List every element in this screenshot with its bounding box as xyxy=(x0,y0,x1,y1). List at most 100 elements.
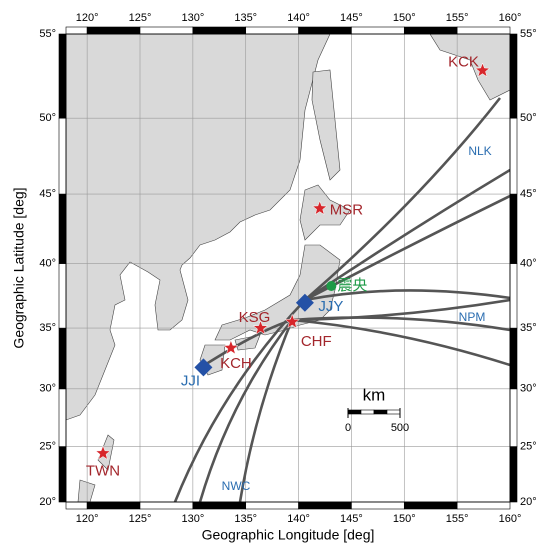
hokkaido xyxy=(299,184,351,241)
station-star xyxy=(311,200,328,216)
station-label: JJI xyxy=(181,372,200,389)
y-tick-label: 55° xyxy=(39,28,56,40)
y-tick-label: 40° xyxy=(39,257,56,269)
frame-bar xyxy=(139,26,194,35)
path-line xyxy=(238,319,294,503)
station-star xyxy=(284,313,301,329)
frame-bar xyxy=(192,501,247,510)
station-label: KCH xyxy=(220,355,252,372)
station-star xyxy=(223,339,239,355)
frame-bar xyxy=(509,193,518,264)
x-tick-label: 150° xyxy=(393,513,416,525)
path-line xyxy=(304,289,511,302)
station-label: TWN xyxy=(86,462,120,479)
frame-bar xyxy=(351,501,405,510)
station-diamond xyxy=(194,358,213,377)
path-line xyxy=(198,319,294,503)
y-tick-label: 20° xyxy=(39,496,56,508)
y-axis-label: Geographic Latitude [deg] xyxy=(11,187,27,348)
sakhalin xyxy=(311,69,341,181)
frame-bar xyxy=(86,26,141,35)
x-tick-label: 140° xyxy=(287,513,310,525)
frame-bar xyxy=(509,117,518,195)
transmitter-label: NLK xyxy=(468,144,491,158)
frame-bar xyxy=(509,446,518,503)
station-diamond xyxy=(295,293,314,312)
epicenter xyxy=(326,280,337,291)
scale-bar-segment xyxy=(373,409,388,415)
x-tick-label: 135° xyxy=(234,12,257,24)
frame-bar xyxy=(351,26,405,35)
x-tick-label: 150° xyxy=(393,12,416,24)
y-tick-label: 50° xyxy=(39,112,56,124)
frame-bar xyxy=(139,501,194,510)
frame-bar xyxy=(58,33,67,119)
x-tick-label: 135° xyxy=(234,513,257,525)
path-line xyxy=(173,299,306,503)
station-label: JJY xyxy=(318,298,343,315)
y-tick-label: 35° xyxy=(39,322,56,334)
y-tick-label: 35° xyxy=(520,322,537,334)
map-frame xyxy=(58,26,518,510)
x-tick-label: 125° xyxy=(129,12,152,24)
frame-bar xyxy=(58,263,67,329)
frame-bar xyxy=(456,501,511,510)
frame-bar xyxy=(86,501,141,510)
x-tick-label: 120° xyxy=(76,12,99,24)
x-tick-label: 130° xyxy=(181,12,204,24)
frame-bar xyxy=(192,26,247,35)
station-star xyxy=(252,319,269,335)
plot-border xyxy=(65,33,511,503)
scale-bar: 0 500 xyxy=(345,408,409,434)
scale-bar-segment xyxy=(360,409,375,415)
x-tick-label: 120° xyxy=(76,513,99,525)
frame-bar xyxy=(245,501,299,510)
y-tick-label: 40° xyxy=(520,257,537,269)
station-label: KSG xyxy=(239,309,271,326)
frame-bar xyxy=(58,193,67,264)
x-tick-label: 145° xyxy=(340,513,363,525)
transmitter-label: NWC xyxy=(222,479,251,493)
x-tick-label: 130° xyxy=(181,513,204,525)
path-line xyxy=(291,318,511,367)
stations: KCK MSR KSG KCH CHF TWN JJY JJI 震央 xyxy=(86,54,491,479)
frame-bar xyxy=(509,263,518,329)
y-tick-label: 55° xyxy=(520,28,537,40)
scale-bar-label: 0 xyxy=(345,422,351,434)
scale-bar-label: 500 xyxy=(391,422,409,434)
y-tick-label: 45° xyxy=(39,188,56,200)
frame-bar xyxy=(58,388,67,447)
path-line xyxy=(291,298,511,322)
frame-bar xyxy=(403,501,458,510)
y-tick-label: 25° xyxy=(520,440,537,452)
frame-bar xyxy=(509,33,518,119)
frame-bar xyxy=(298,501,352,510)
y-tick-label: 45° xyxy=(520,188,537,200)
station-star xyxy=(474,62,491,78)
frame-bar xyxy=(58,446,67,503)
scale-bar-segment xyxy=(347,409,362,415)
station-star xyxy=(95,445,111,460)
y-tick-label: 50° xyxy=(520,112,537,124)
frame-bar xyxy=(58,327,67,390)
y-tick-label: 25° xyxy=(39,440,56,452)
frame-bar xyxy=(65,501,88,510)
mainland-asia xyxy=(65,33,331,421)
path-line xyxy=(304,97,502,301)
y-tick-label: 30° xyxy=(39,383,56,395)
frame-bar xyxy=(245,26,299,35)
frame-bar xyxy=(456,26,511,35)
x-tick-label: 140° xyxy=(287,12,310,24)
frame-bar xyxy=(509,388,518,447)
x-tick-label: 125° xyxy=(129,513,152,525)
station-label: 震央 xyxy=(337,277,367,294)
frame-bar xyxy=(58,117,67,195)
x-tick-label: 155° xyxy=(446,12,469,24)
x-axis-label: Geographic Longitude [deg] xyxy=(202,527,375,543)
scale-bar-segment xyxy=(386,409,401,415)
scale-bar-title: km xyxy=(363,385,386,404)
frame-bar xyxy=(65,26,88,35)
station-label: MSR xyxy=(330,201,364,218)
x-tick-label: 145° xyxy=(340,12,363,24)
transmitter-label: NPM xyxy=(459,310,486,324)
